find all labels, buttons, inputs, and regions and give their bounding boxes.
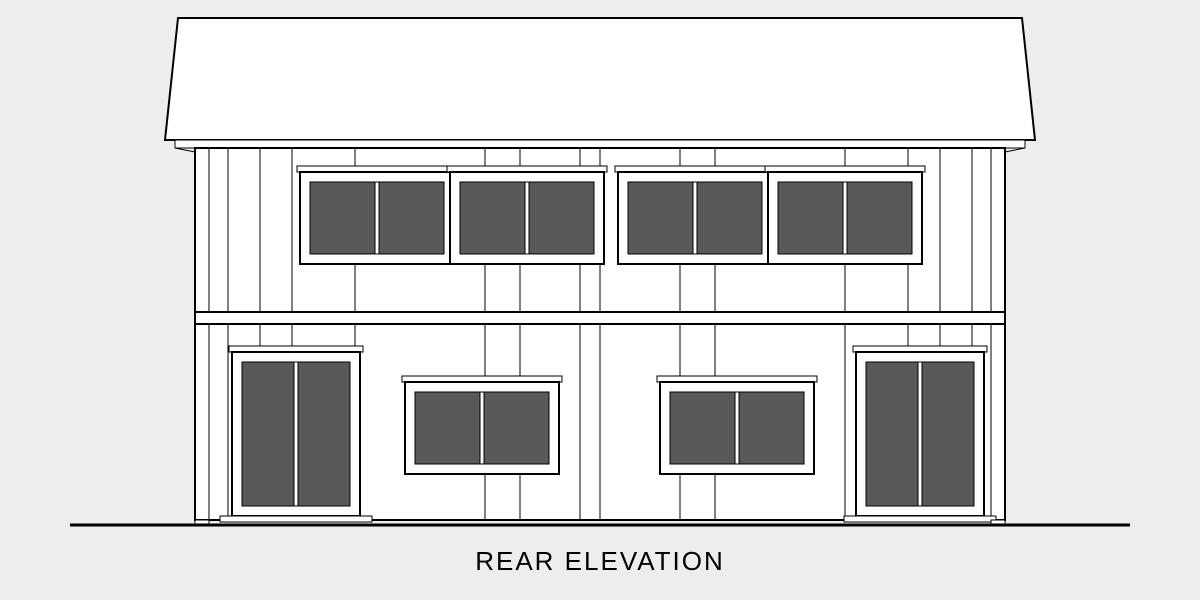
- upper-window-sash: [778, 182, 843, 254]
- elevation-drawing: REAR ELEVATION: [0, 0, 1200, 600]
- upper-window-sash: [460, 182, 525, 254]
- lower-window-sash: [739, 392, 804, 464]
- patio-door-sash: [866, 362, 918, 506]
- upper-window-sash: [529, 182, 594, 254]
- patio-door-sill: [220, 516, 372, 522]
- patio-door-sash: [242, 362, 294, 506]
- frieze-band: [175, 140, 1025, 148]
- elevation-label: REAR ELEVATION: [475, 546, 725, 576]
- lower-window-sash: [484, 392, 549, 464]
- lower-window-sash: [415, 392, 480, 464]
- upper-window-sash: [628, 182, 693, 254]
- upper-window-sash: [697, 182, 762, 254]
- patio-door-sill: [844, 516, 996, 522]
- belt-band: [195, 312, 1005, 324]
- upper-window-sash: [310, 182, 375, 254]
- patio-door-sash: [922, 362, 974, 506]
- upper-window-sash: [847, 182, 912, 254]
- lower-window-sash: [670, 392, 735, 464]
- upper-window-sash: [379, 182, 444, 254]
- patio-door-sash: [298, 362, 350, 506]
- roof-face: [165, 18, 1035, 140]
